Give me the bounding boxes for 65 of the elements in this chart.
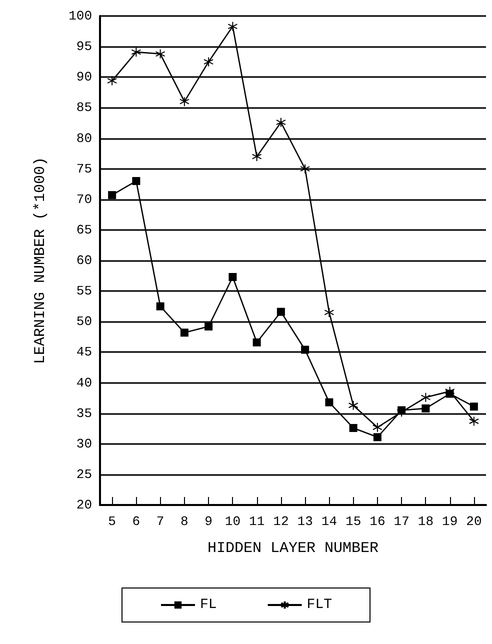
point	[132, 177, 140, 186]
point	[204, 322, 213, 331]
y-tick-label: 40	[76, 375, 92, 390]
point	[180, 328, 188, 337]
point	[373, 433, 382, 442]
y-tick-label: 45	[76, 344, 92, 360]
y-tick-label: 55	[76, 284, 92, 299]
y-tick-label: 100	[68, 8, 92, 24]
x-tick-label: 14	[321, 514, 338, 529]
point	[179, 96, 190, 107]
point	[131, 47, 142, 58]
legend-label: FL	[200, 597, 217, 613]
y-tick-label: 65	[76, 222, 92, 238]
point	[276, 117, 286, 128]
x-tick-label: 17	[394, 514, 410, 529]
point	[108, 191, 116, 200]
point	[325, 398, 334, 406]
point	[155, 48, 166, 59]
x-tick-label: 9	[204, 514, 212, 529]
x-tick-label: 6	[132, 514, 140, 529]
x-tick-label: 20	[466, 514, 482, 529]
y-tick-label: 80	[76, 130, 92, 146]
point	[468, 416, 479, 426]
point	[228, 21, 238, 32]
y-tick-label: 50	[76, 314, 92, 330]
x-tick-label: 15	[346, 514, 362, 529]
point	[470, 402, 478, 411]
x-tick-label: 5	[108, 514, 116, 529]
y-tick-label: 90	[76, 70, 92, 85]
y-tick-label: 25	[76, 466, 92, 482]
x-tick-label: 10	[224, 514, 240, 529]
y-tick-label: 35	[76, 406, 92, 421]
point	[324, 307, 334, 318]
y-axis-title: LEARNING NUMBER (*1000)	[32, 156, 49, 364]
x-tick-label: 16	[370, 514, 386, 529]
y-tick-label: 20	[76, 498, 92, 512]
point	[204, 56, 214, 67]
y-tick-label: 75	[76, 161, 92, 176]
point	[276, 308, 285, 316]
y-tick-label: 70	[76, 192, 92, 207]
x-tick-label: 19	[442, 514, 458, 529]
x-tick-label: 8	[180, 514, 188, 529]
point	[156, 302, 164, 310]
point	[422, 404, 430, 412]
point	[107, 76, 118, 86]
legend-label: FLT	[306, 597, 332, 613]
point	[300, 164, 310, 174]
x-tick-label: 18	[418, 514, 434, 529]
y-tick-label: 85	[76, 100, 92, 116]
point	[348, 400, 358, 410]
x-tick-label: 7	[156, 514, 164, 529]
y-tick-label: 60	[76, 253, 92, 268]
y-tick-label: 30	[76, 436, 92, 452]
point	[252, 338, 261, 346]
y-tick-label: 95	[76, 39, 92, 54]
x-tick-label: 13	[297, 514, 313, 529]
point	[372, 422, 382, 432]
point	[420, 392, 431, 402]
point	[301, 346, 310, 354]
x-tick-label: 12	[273, 514, 289, 529]
x-tick-label: 11	[249, 514, 265, 529]
point	[252, 152, 262, 162]
x-axis-title: HIDDEN LAYER NUMBER	[207, 540, 379, 557]
point	[349, 424, 358, 432]
point	[228, 273, 237, 282]
